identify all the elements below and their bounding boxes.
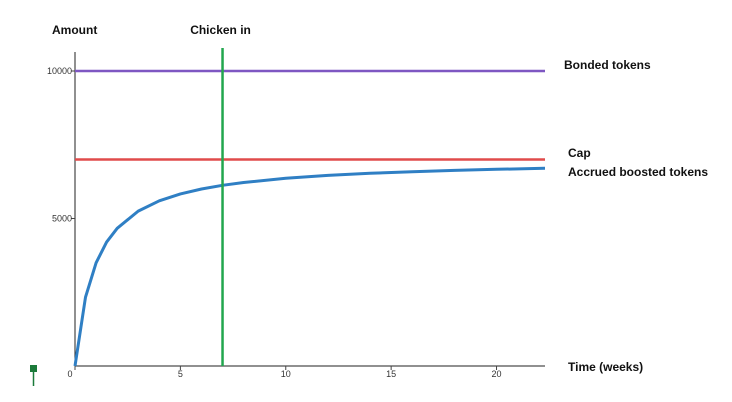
y-tick-label: 5000 xyxy=(52,214,72,224)
series-labels: Bonded tokens Cap Accrued boosted tokens xyxy=(564,58,708,179)
chicken-in-label: Chicken in xyxy=(190,23,251,37)
x-tick-label: 20 xyxy=(492,369,502,379)
x-tick-label: 15 xyxy=(386,369,396,379)
accrued-boosted-tokens-curve xyxy=(73,166,546,367)
y-tick-label: 10000 xyxy=(47,66,72,76)
legend-marker-square xyxy=(30,365,37,372)
legend-marker xyxy=(30,365,37,386)
x-tick-label: 5 xyxy=(178,369,183,379)
axes xyxy=(74,52,545,367)
series-layer xyxy=(73,48,546,367)
series-label: Bonded tokens xyxy=(564,58,651,72)
y-axis-title: Amount xyxy=(52,23,97,37)
x-axis-title: Time (weeks) xyxy=(568,360,643,374)
series-label: Accrued boosted tokens xyxy=(568,165,708,179)
ticks: 0 5 10 15 20 5000 10000 xyxy=(47,66,502,379)
x-tick-label: 0 xyxy=(67,369,72,379)
x-tick-label: 10 xyxy=(281,369,291,379)
series-label: Cap xyxy=(568,146,591,160)
